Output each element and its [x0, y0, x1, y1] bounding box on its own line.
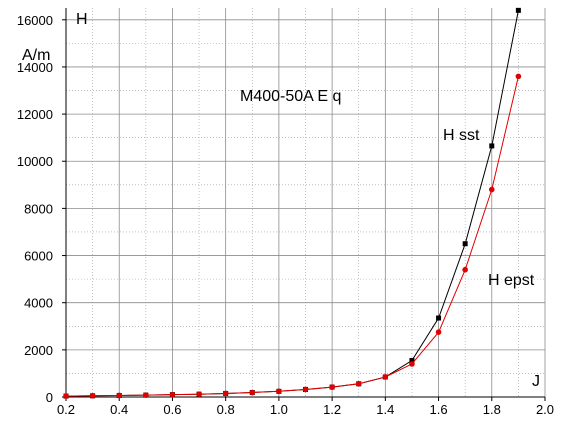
y-tick-label: 14000 — [17, 60, 53, 75]
chart-title: M400-50A E q — [240, 88, 341, 105]
x-tick-label: 2.0 — [536, 402, 554, 417]
y-axis-unit: A/m — [22, 47, 50, 64]
data-point-h-epst — [143, 392, 149, 398]
y-tick-label: 0 — [46, 390, 53, 405]
data-point-h-sst — [515, 7, 521, 13]
x-tick-label: 1.0 — [270, 402, 288, 417]
data-point-h-epst — [382, 374, 389, 380]
data-point-h-epst — [249, 389, 256, 396]
x-tick-label: 1.6 — [430, 402, 448, 417]
x-tick-label: 0.6 — [163, 402, 181, 417]
data-point-h-epst — [409, 361, 415, 367]
data-point-h-epst — [462, 266, 468, 273]
data-point-h-epst — [435, 329, 442, 335]
tick-labels: 0.2 0.4 0.6 0.8 1.0 1.2 1.4 1.6 1.8 2.0 0 2000 4000 6… — [17, 13, 554, 417]
x-tick-label: 1.4 — [376, 402, 394, 417]
x-tick-label: 0.8 — [217, 402, 235, 417]
y-tick-label: 10000 — [17, 154, 53, 169]
data-point-h-epst — [169, 391, 176, 398]
data-point-h-sst — [462, 241, 468, 247]
grid — [65, 8, 546, 398]
y-tick-label: 2000 — [24, 343, 53, 358]
data-point-h-epst — [515, 73, 522, 80]
data-point-h-epst — [355, 380, 362, 387]
data-point-h-epst — [222, 390, 229, 397]
data-point-h-epst — [116, 392, 123, 399]
series-line-h-sst — [65, 10, 519, 397]
data-point-h-epst — [196, 391, 202, 397]
data-point-h-sst — [409, 357, 415, 363]
data-point-h-epst — [63, 393, 69, 399]
x-axis-label: J — [532, 373, 540, 390]
data-point-h-epst — [276, 388, 282, 395]
data-point-h-epst — [89, 393, 96, 399]
x-tick-label: 1.8 — [483, 402, 501, 417]
series-label-h-sst: H sst — [443, 127, 480, 144]
y-tick-label: 16000 — [17, 13, 53, 28]
series-label-h-epst: H epst — [488, 272, 535, 289]
data-point-h-sst — [489, 143, 495, 149]
x-tick-label: 0.4 — [110, 402, 128, 417]
series-line-h-epst — [65, 76, 519, 397]
y-tick-label: 8000 — [24, 201, 53, 216]
x-tick-label: 0.2 — [57, 402, 75, 417]
y-axis-label: H — [76, 11, 88, 28]
data-point-h-epst — [329, 384, 335, 390]
data-point-h-sst — [436, 315, 442, 321]
y-tick-label: 12000 — [17, 107, 53, 122]
x-tick-label: 1.2 — [323, 402, 341, 417]
series-layer — [63, 7, 522, 399]
y-tick-label: 4000 — [24, 296, 53, 311]
data-point-h-epst — [302, 386, 309, 393]
y-tick-label: 6000 — [24, 249, 53, 264]
data-point-h-epst — [488, 186, 495, 193]
